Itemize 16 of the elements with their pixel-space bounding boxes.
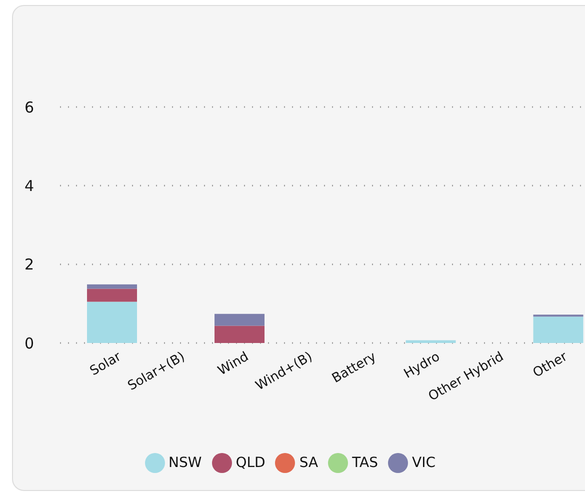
y-tick-label: 0 [24, 334, 34, 352]
bar [87, 284, 138, 289]
legend-label: SA [299, 454, 318, 471]
bar [214, 314, 265, 326]
legend-label: NSW [168, 454, 202, 471]
bar [214, 326, 265, 343]
legend-label: VIC [412, 454, 436, 471]
y-tick-label: 2 [24, 256, 34, 274]
y-tick-label: 6 [24, 98, 34, 116]
y-tick-label: 4 [24, 176, 34, 195]
bar [406, 340, 456, 343]
bar [533, 316, 584, 343]
bar [87, 302, 138, 343]
legend-label: TAS [352, 454, 378, 471]
bar [87, 288, 138, 302]
legend-label: QLD [236, 454, 266, 471]
